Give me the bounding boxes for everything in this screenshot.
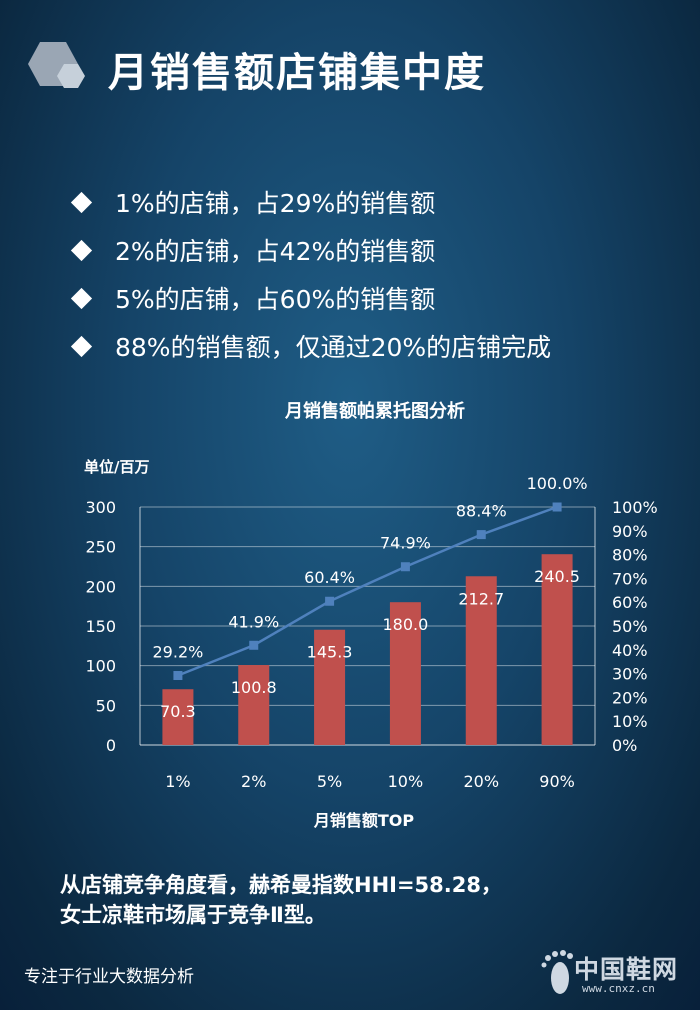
y-left-tick-label: 0 [106,736,116,755]
logo-url: www.cnxz.cn [582,982,655,995]
hexagon-logo-icon [20,40,100,110]
y-left-tick-label: 50 [96,696,116,715]
x-tick-label: 10% [388,772,424,791]
line-value-label: 29.2% [153,643,204,662]
bullet-item: 2%的店铺，占42%的销售额 [70,226,551,274]
y-right-tick-label: 40% [612,641,648,660]
conclusion-line-1: 从店铺竞争角度看，赫希曼指数HHI=58.28， [60,873,502,897]
y-right-tick-label: 10% [612,712,648,731]
pareto-chart: 月销售额帕累托图分析 单位/百万 月销售额TOP 70.3 100.8 145.3 1… [0,380,700,840]
bar [238,665,270,745]
bullet-text: 5%的店铺，占60%的销售额 [115,285,436,314]
bar-value-label: 70.3 [160,702,196,721]
line-value-label: 88.4% [456,502,507,521]
line-point [476,530,486,540]
y-left-tick-label: 200 [85,577,116,596]
bullet-item: 88%的销售额，仅通过20%的店铺完成 [70,322,551,370]
bar-value-label: 145.3 [307,643,353,662]
y-right-tick-label: 100% [612,498,658,517]
x-axis-label: 月销售额TOP [313,811,415,830]
bullet-item: 1%的店铺，占29%的销售额 [70,178,551,226]
line-value-label: 74.9% [380,534,431,553]
diamond-bullet-icon [70,287,93,309]
y-right-tick-label: 60% [612,593,648,612]
bar-series: 70.3 100.8 145.3 180.0 212.7 240.5 [160,554,580,745]
bar [541,554,573,745]
x-tick-label: 20% [463,772,499,791]
line-point [400,562,410,572]
line-value-label: 41.9% [228,612,279,631]
y-left-tick-label: 250 [85,538,116,557]
gridlines [140,506,595,706]
y-right-tick-label: 0% [612,736,637,755]
y-left-tick-label: 150 [85,617,116,636]
y-right-tick-label: 30% [612,665,648,684]
conclusion-line-2: 女士凉鞋市场属于竞争Ⅱ型。 [60,903,326,927]
chart-svg: 月销售额帕累托图分析 单位/百万 月销售额TOP 70.3 100.8 145.3 1… [84,400,658,830]
line-value-label: 60.4% [304,568,355,587]
bar-value-label: 100.8 [231,678,277,697]
line-point [249,640,259,650]
bar-value-label: 212.7 [458,589,504,608]
y-right-tick-label: 50% [612,617,648,636]
y-left-tick-label: 300 [85,498,116,517]
y-right-tick-label: 90% [612,522,648,541]
bar [162,689,194,745]
bar [465,576,497,745]
diamond-bullet-icon [70,191,93,213]
y-right-tick-label: 20% [612,688,648,707]
x-tick-label: 2% [241,772,266,791]
bullet-text: 88%的销售额，仅通过20%的店铺完成 [115,333,552,362]
line-point [173,671,183,681]
line-point [552,502,562,512]
bullet-text: 1%的店铺，占29%的销售额 [115,189,436,218]
bar [314,629,346,745]
logo-name: 中国鞋网 [574,955,679,984]
line-value-label: 100.0% [527,474,588,493]
bullet-list: 1%的店铺，占29%的销售额 2%的店铺，占42%的销售额 5%的店铺，占60%… [70,178,551,370]
cumulative-line [177,505,558,677]
diamond-bullet-icon [70,239,93,261]
page-title: 月销售额店铺集中度 [108,50,486,96]
bar-value-label: 240.5 [534,567,580,586]
bar [389,602,421,745]
diamond-bullet-icon [70,335,93,357]
x-tick-label: 5% [317,772,342,791]
bar-value-label: 180.0 [383,615,429,634]
footer-slogan: 专注于行业大数据分析 [24,967,194,987]
bullet-item: 5%的店铺，占60%的销售额 [70,274,551,322]
y-left-tick-label: 100 [85,657,116,676]
y-axis-unit-label: 单位/百万 [84,458,149,476]
chart-title: 月销售额帕累托图分析 [284,400,465,422]
bullet-text: 2%的店铺，占42%的销售额 [115,237,436,266]
y-right-tick-label: 80% [612,546,648,565]
line-series: 29.2% 41.9% 60.4% 74.9% 88.4% 100.0% [153,474,588,681]
axes [139,507,596,746]
x-tick-label: 1% [165,772,190,791]
line-point [325,596,335,606]
footprint-icon [541,950,573,994]
x-tick-label: 90% [539,772,575,791]
conclusion-text: 从店铺竞争角度看，赫希曼指数HHI=58.28， 女士凉鞋市场属于竞争Ⅱ型。 [60,870,502,930]
y-right-tick-label: 70% [612,569,648,588]
tick-labels: 0 50 100 150 200 250 300 0% 10% 20% 30% 40% 50% 60% 70… [85,498,657,791]
brand-logo: 中国鞋网 www.cnxz.cn [538,948,688,1002]
